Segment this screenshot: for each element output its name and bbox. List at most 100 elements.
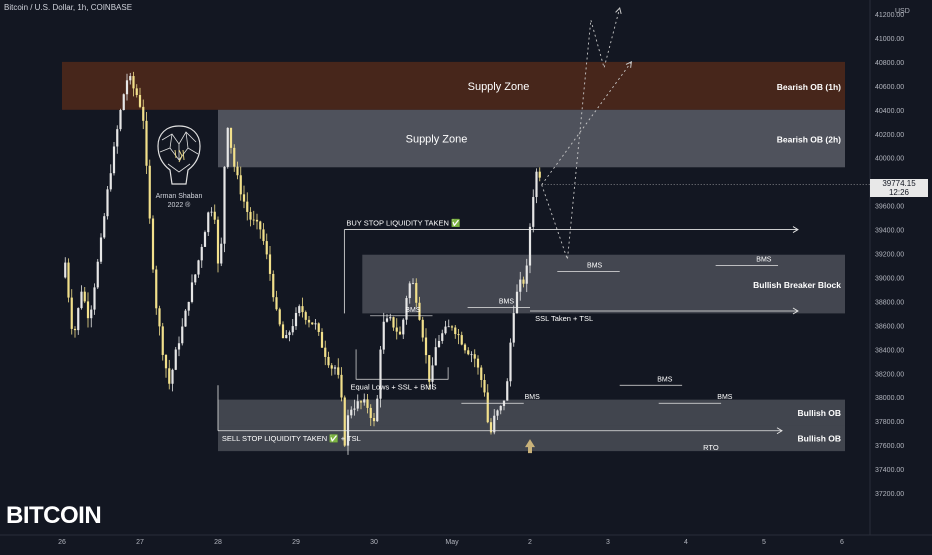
candle-body <box>155 269 158 309</box>
candle-body <box>298 306 301 313</box>
candle-body <box>493 415 496 433</box>
candle-body <box>470 354 473 356</box>
bms-label: BMS <box>717 394 733 401</box>
candle-body <box>320 332 324 348</box>
zone-side-label: Bullish OB <box>798 408 841 418</box>
candle-body <box>210 211 213 213</box>
candle-body <box>281 324 285 339</box>
zone-side-label: Bearish OB (1h) <box>777 82 841 92</box>
candle-body <box>216 219 220 264</box>
candle-body <box>242 194 246 202</box>
zone-supply_1h <box>62 61 845 110</box>
candle-body <box>398 331 402 335</box>
y-tick-label: 40600.00 <box>875 84 904 91</box>
zone-title: Supply Zone <box>406 134 468 146</box>
candle-body <box>376 398 379 422</box>
candle-body <box>119 110 122 130</box>
bms-label: BMS <box>405 307 421 314</box>
candle-body <box>122 94 125 111</box>
candle-body <box>246 201 249 212</box>
y-tick-label: 37600.00 <box>875 443 904 450</box>
zone-side-label: Bearish OB (2h) <box>777 135 841 145</box>
candle-body <box>239 175 242 195</box>
candle-body <box>473 354 476 359</box>
y-tick-label: 40200.00 <box>875 132 904 139</box>
x-tick-label: 5 <box>762 539 766 546</box>
candle-body <box>307 319 311 323</box>
y-tick-label: 37800.00 <box>875 419 904 426</box>
candle-body <box>285 334 288 339</box>
candle-body <box>96 261 99 288</box>
candle-body <box>330 365 333 369</box>
sell-stop-line-arrowhead <box>776 427 783 435</box>
sell-stop-label: SELL STOP LIQUIDITY TAKEN ✅ + TSL <box>222 434 361 443</box>
x-tick-label: 4 <box>684 539 688 546</box>
candle-body <box>489 422 493 433</box>
y-tick-label: 38200.00 <box>875 371 904 378</box>
last-price-value: 39774.15 <box>882 179 916 188</box>
y-tick-label: 39600.00 <box>875 204 904 211</box>
candle-body <box>535 171 538 198</box>
candle-body <box>164 354 168 369</box>
candle-body <box>161 326 164 355</box>
y-tick-label: 38600.00 <box>875 323 904 330</box>
symbol-title: Bitcoin / U.S. Dollar, 1h, COINBASE <box>4 3 133 12</box>
candle-body <box>428 355 431 382</box>
candle-body <box>314 323 317 325</box>
candle-body <box>476 358 480 368</box>
candle-body <box>288 332 291 335</box>
candle-body <box>460 335 463 345</box>
candle-body <box>135 88 138 95</box>
candle-body <box>132 76 135 89</box>
brain-icon <box>157 125 201 185</box>
candle-body <box>431 365 434 382</box>
bar-countdown: 12:26 <box>888 188 910 197</box>
rto-label: RTO <box>703 443 719 452</box>
candle-body <box>116 129 119 147</box>
candle-body <box>350 409 353 416</box>
candle-body <box>450 326 454 328</box>
x-tick-label: 6 <box>840 539 844 546</box>
candle-body <box>327 356 330 366</box>
candle-body <box>366 399 369 408</box>
watermark-title: BITCOIN <box>6 502 102 529</box>
candle-body <box>408 283 411 299</box>
candle-body <box>197 260 200 275</box>
candle-body <box>80 291 83 309</box>
projection-arrowhead <box>615 6 622 14</box>
candle-body <box>93 287 96 310</box>
candle-body <box>519 279 522 292</box>
candle-body <box>233 147 236 167</box>
candle-body <box>99 237 103 262</box>
candle-body <box>184 310 187 327</box>
y-tick-label: 41200.00 <box>875 12 904 19</box>
x-tick-label: 27 <box>136 539 144 546</box>
ssl-label: SSL Taken + TSL <box>535 314 593 323</box>
candle-body <box>392 317 395 328</box>
candle-body <box>528 226 532 266</box>
bms-label: BMS <box>657 376 673 383</box>
y-tick-label: 38400.00 <box>875 347 904 354</box>
y-tick-label: 40400.00 <box>875 108 904 115</box>
y-tick-label: 37400.00 <box>875 467 904 474</box>
candle-body <box>444 326 447 334</box>
candle-body <box>86 301 90 319</box>
bms-label: BMS <box>499 298 515 305</box>
y-tick-label: 37200.00 <box>875 491 904 498</box>
x-tick-label: 28 <box>214 539 222 546</box>
projection-path <box>541 61 632 186</box>
logo-name: Arman Shaban <box>155 193 203 200</box>
candle-body <box>187 301 190 311</box>
bms-label: BMS <box>525 394 541 401</box>
candle-body <box>73 328 77 331</box>
zone-supply_2h <box>218 109 845 168</box>
candle-body <box>389 317 392 319</box>
y-tick-label: 40000.00 <box>875 156 904 163</box>
candle-body <box>437 340 441 348</box>
zone-side-label: Bullish OB <box>798 434 841 444</box>
candle-body <box>70 297 73 329</box>
zone-breaker <box>362 254 845 314</box>
x-tick-label: 29 <box>292 539 300 546</box>
